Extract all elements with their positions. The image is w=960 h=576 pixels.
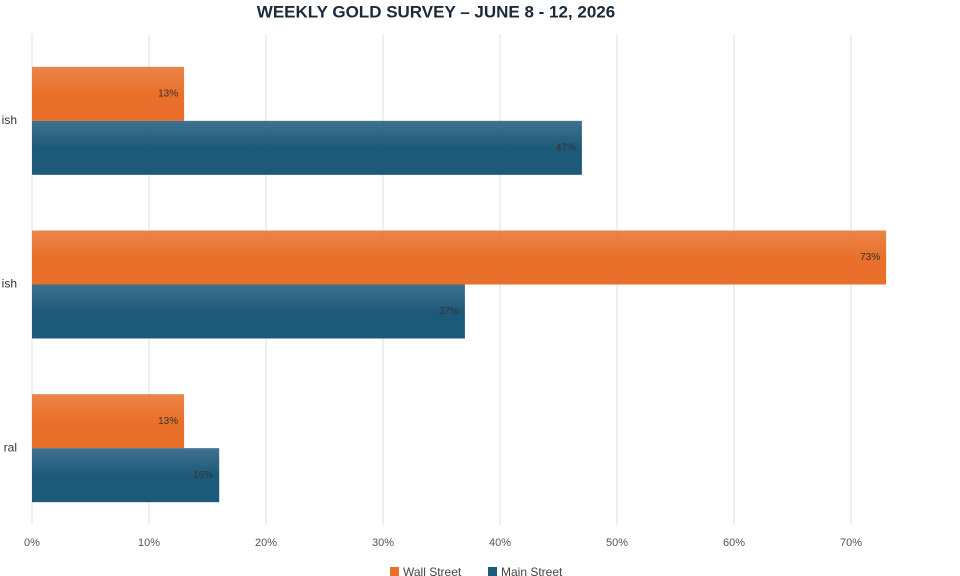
y-tick-label: ish [2,113,17,127]
data-label: 13% [158,416,178,427]
x-tick-label: 60% [723,537,745,549]
data-label: 73% [860,252,880,263]
data-label: 47% [556,142,576,153]
y-tick-label: ral [4,440,17,454]
x-tick-label: 0% [24,537,40,549]
legend-swatch [390,567,399,576]
bar [32,394,185,449]
bar [32,120,582,175]
data-label: 37% [439,306,459,317]
y-tick-label: ish [2,277,17,291]
x-tick-label: 10% [138,537,160,549]
x-tick-label: 50% [606,537,628,549]
legend-swatch [488,567,497,576]
bar [32,284,465,339]
chart-title: WEEKLY GOLD SURVEY – JUNE 8 - 12, 2026 [257,2,615,21]
legend-label: Wall Street [403,565,462,576]
data-label: 13% [158,88,178,99]
bar [32,230,887,285]
x-tick-label: 70% [840,537,862,549]
bar [32,448,220,503]
legend-label: Main Street [501,565,563,576]
x-tick-label: 20% [255,537,277,549]
x-tick-label: 30% [372,537,394,549]
x-tick-label: 40% [489,537,511,549]
bar [32,66,185,121]
data-label: 16% [193,470,213,481]
